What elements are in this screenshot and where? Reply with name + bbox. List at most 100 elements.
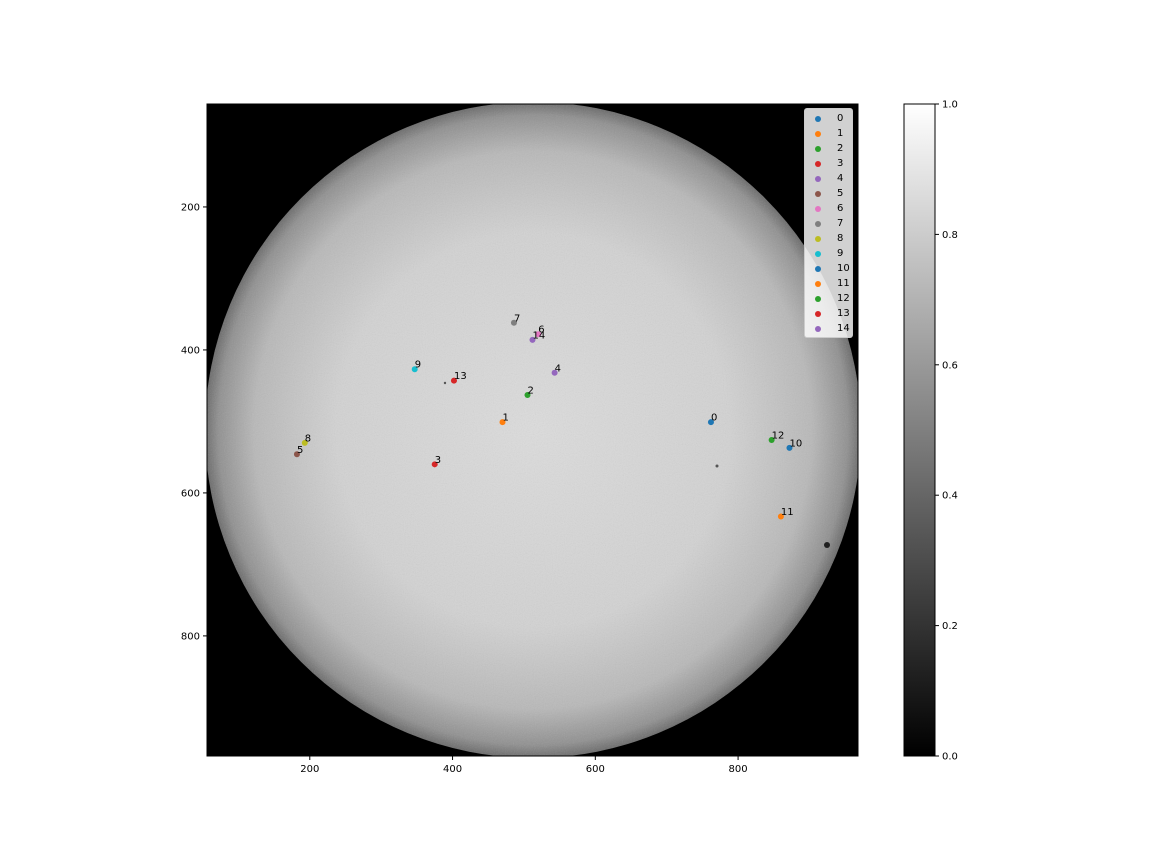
legend-label: 7: [837, 218, 844, 229]
point-4: [551, 369, 558, 376]
sunspot: [824, 542, 830, 548]
x-tick-label: 800: [729, 764, 748, 775]
point-3: [431, 461, 438, 468]
solar-disk-texture: [207, 104, 858, 756]
legend-marker: [815, 266, 821, 272]
point-label-7: 7: [514, 313, 520, 324]
legend-item-1: 1: [805, 126, 852, 141]
legend-item-14: 14: [805, 321, 852, 336]
legend-label: 9: [837, 248, 844, 259]
colorbar-tick-label: 1.0: [942, 100, 958, 111]
point-14: [529, 336, 536, 343]
sunspot: [715, 464, 719, 468]
point-label-1: 1: [503, 413, 509, 424]
point-5: [293, 451, 300, 458]
y-axis: 200 400 600 800: [181, 202, 207, 642]
point-label-10: 10: [789, 438, 802, 449]
point-label-3: 3: [435, 455, 441, 466]
colorbar-ticks: 0.0 0.2 0.4 0.6 0.8 1.0: [935, 100, 958, 763]
point-0: [707, 419, 714, 426]
colorbar-tick-label: 0.0: [942, 752, 958, 763]
point-10: [786, 444, 793, 451]
point-1: [499, 419, 506, 426]
legend-marker: [815, 251, 821, 257]
legend-label: 2: [837, 143, 844, 154]
point-label-12: 12: [772, 431, 785, 442]
legend-item-6: 6: [805, 201, 852, 216]
x-axis: 200 400 600 800: [300, 756, 748, 775]
legend-marker: [815, 176, 821, 182]
legend-item-13: 13: [805, 306, 852, 321]
legend-label: 11: [837, 278, 850, 289]
legend-label: 5: [837, 188, 844, 199]
point-7: [510, 319, 517, 326]
colorbar-tick-label: 0.2: [942, 621, 958, 632]
legend-item-10: 10: [805, 261, 852, 276]
legend-marker: [815, 326, 821, 332]
legend-item-4: 4: [805, 171, 852, 186]
legend-marker: [815, 311, 821, 317]
colorbar-tick-label: 0.4: [942, 491, 958, 502]
point-label-8: 8: [305, 433, 311, 444]
legend-marker: [815, 281, 821, 287]
legend-marker: [815, 221, 821, 227]
legend-label: 13: [837, 308, 850, 319]
point-8: [301, 439, 308, 446]
y-tick-label: 800: [181, 631, 200, 642]
x-tick-label: 200: [300, 764, 319, 775]
point-13: [450, 377, 457, 384]
legend: 0 1 2 3 4 5 6 7 8 9 10 11 12 13 14: [804, 108, 853, 338]
legend-item-11: 11: [805, 276, 852, 291]
legend-label: 6: [837, 203, 844, 214]
point-label-2: 2: [528, 385, 534, 396]
point-6: [535, 331, 542, 338]
y-tick-label: 200: [181, 202, 200, 213]
legend-marker: [815, 131, 821, 137]
sunspot: [443, 381, 447, 385]
legend-label: 0: [837, 113, 844, 124]
legend-label: 10: [837, 263, 850, 274]
point-11: [777, 513, 784, 520]
point-label-5: 5: [297, 445, 303, 456]
legend-marker: [815, 236, 821, 242]
legend-label: 12: [837, 293, 850, 304]
legend-item-8: 8: [805, 231, 852, 246]
legend-label: 4: [837, 173, 844, 184]
point-2: [524, 391, 531, 398]
plot-frame: [206, 103, 859, 757]
legend-item-9: 9: [805, 246, 852, 261]
legend-marker: [815, 206, 821, 212]
legend-marker: [815, 116, 821, 122]
colorbar-tick-label: 0.8: [942, 230, 958, 241]
point-label-6: 6: [538, 325, 544, 336]
legend-item-12: 12: [805, 291, 852, 306]
colorbar-tick-label: 0.6: [942, 360, 958, 371]
point-label-0: 0: [711, 413, 717, 424]
legend-label: 1: [837, 128, 844, 139]
colorbar: [903, 103, 936, 757]
legend-marker: [815, 191, 821, 197]
point-9: [411, 366, 418, 373]
legend-label: 14: [837, 323, 850, 334]
legend-marker: [815, 146, 821, 152]
legend-item-2: 2: [805, 141, 852, 156]
legend-marker: [815, 161, 821, 167]
y-tick-label: 400: [181, 345, 200, 356]
legend-label: 3: [837, 158, 844, 169]
point-12: [768, 437, 775, 444]
y-tick-label: 600: [181, 488, 200, 499]
point-label-4: 4: [555, 363, 561, 374]
legend-item-3: 3: [805, 156, 852, 171]
x-tick-label: 400: [443, 764, 462, 775]
legend-item-0: 0: [805, 111, 852, 126]
point-label-9: 9: [415, 360, 421, 371]
point-label-13: 13: [454, 371, 467, 382]
legend-item-7: 7: [805, 216, 852, 231]
point-label-11: 11: [781, 507, 794, 518]
legend-label: 8: [837, 233, 844, 244]
legend-item-5: 5: [805, 186, 852, 201]
point-label-14: 14: [533, 330, 546, 341]
